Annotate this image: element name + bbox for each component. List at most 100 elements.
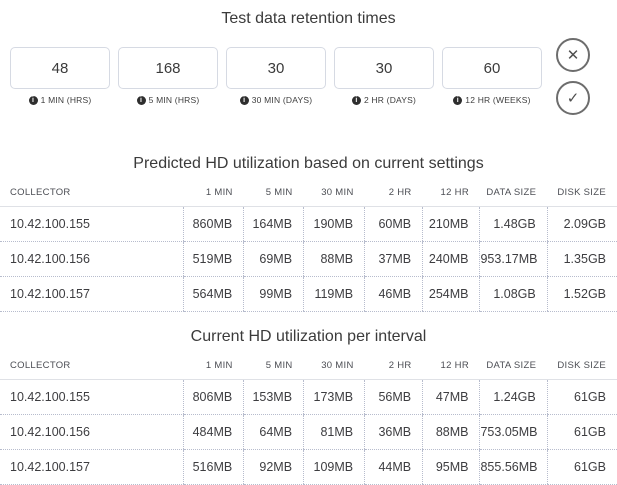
cell-collector: 10.42.100.156 <box>0 241 184 277</box>
cell-collector: 10.42.100.155 <box>0 379 184 415</box>
input-label-text: 12 HR (WEEKS) <box>465 95 531 105</box>
input-label: i 12 HR (WEEKS) <box>442 95 542 105</box>
retention-input[interactable] <box>118 47 218 89</box>
table-row: 10.42.100.157 564MB 99MB 119MB 46MB 254MB 1.08… <box>0 276 617 312</box>
cell-value: 95MB <box>422 449 480 485</box>
column-header: DISK SIZE <box>547 352 617 380</box>
cell-value: 164MB <box>243 206 304 242</box>
cell-value: 60MB <box>364 206 423 242</box>
retention-input-group: i30 MIN (DAYS) <box>226 47 326 105</box>
table-row: 10.42.100.155 860MB 164MB 190MB 60MB 210MB 1.4… <box>0 206 617 242</box>
cell-value: 56MB <box>364 379 423 415</box>
column-header: 2 HR <box>364 352 423 380</box>
cell-value: 47MB <box>422 379 480 415</box>
column-header: COLLECTOR <box>0 352 184 380</box>
cell-value: 2.09GB <box>546 206 617 242</box>
retention-input-group: i2 HR (DAYS) <box>334 47 434 105</box>
column-header: 30 MIN <box>303 352 365 380</box>
table-row: 10.42.100.155 806MB 153MB 173MB 56MB 47MB 1.24… <box>0 379 617 415</box>
check-icon: ✓ <box>566 89 580 107</box>
cell-value: 88MB <box>422 414 480 450</box>
cell-value: 953.17MB <box>479 241 548 277</box>
cell-value: 44MB <box>364 449 423 485</box>
cell-value: 1.52GB <box>546 276 617 312</box>
cell-value: 173MB <box>303 379 365 415</box>
cell-value: 46MB <box>364 276 423 312</box>
input-label-text: 2 HR (DAYS) <box>363 95 417 105</box>
retention-input[interactable] <box>442 47 542 89</box>
cell-value: 1.08GB <box>479 276 548 312</box>
cell-value: 564MB <box>183 276 244 312</box>
cell-value: 69MB <box>243 241 304 277</box>
cell-value: 88MB <box>303 241 365 277</box>
column-header: 1 MIN <box>183 352 244 380</box>
table-row: 10.42.100.156 519MB 69MB 88MB 37MB 240MB 953.1… <box>0 241 617 277</box>
info-icon: i <box>239 95 249 105</box>
column-header: 5 MIN <box>243 179 304 207</box>
table-title: Predicted HD utilization based on curren… <box>133 155 484 172</box>
cell-value: 37MB <box>364 241 423 277</box>
cell-value: 1.35GB <box>546 241 617 277</box>
column-header: 30 MIN <box>303 179 365 207</box>
retention-input[interactable] <box>226 47 326 89</box>
info-icon: i <box>28 95 38 105</box>
cell-value: 119MB <box>303 276 365 312</box>
cell-value: 61GB <box>546 414 617 450</box>
cell-collector: 10.42.100.156 <box>0 414 184 450</box>
predicted-utilization-table: COLLECTOR 1 MIN 5 MIN 30 MIN 2 HR 12 HR DATA S… <box>0 179 617 312</box>
retention-inputs-row: i1 MIN (HRS)i5 MIN (HRS)i30 MIN (DAYS)i2… <box>10 38 611 115</box>
table-header: COLLECTOR 1 MIN 5 MIN 30 MIN 2 HR 12 HR DATA S… <box>0 179 617 207</box>
action-buttons: ✕ ✓ <box>556 38 590 115</box>
input-label: i 30 MIN (DAYS) <box>226 95 326 105</box>
cell-value: 153MB <box>243 379 304 415</box>
page-title: Test data retention times <box>221 10 396 27</box>
column-header: 1 MIN <box>183 179 244 207</box>
column-header: 2 HR <box>364 179 423 207</box>
column-header: 12 HR <box>422 352 480 380</box>
current-utilization-section: Current HD utilization per interval COLL… <box>0 328 617 485</box>
column-header: 5 MIN <box>243 352 304 380</box>
cell-value: 516MB <box>183 449 244 485</box>
cancel-icon: ✕ <box>566 46 580 64</box>
input-label-text: 5 MIN (HRS) <box>148 95 200 105</box>
cell-value: 109MB <box>303 449 365 485</box>
info-icon: i <box>351 95 361 105</box>
cell-value: 240MB <box>422 241 480 277</box>
cell-value: 99MB <box>243 276 304 312</box>
cancel-button[interactable]: ✕ <box>556 38 590 72</box>
cell-collector: 10.42.100.157 <box>0 276 184 312</box>
confirm-button[interactable]: ✓ <box>556 81 590 115</box>
cell-value: 64MB <box>243 414 304 450</box>
cell-value: 860MB <box>183 206 244 242</box>
table-row: 10.42.100.156 484MB 64MB 81MB 36MB 88MB 753.05… <box>0 414 617 450</box>
cell-value: 36MB <box>364 414 423 450</box>
cell-value: 61GB <box>546 449 617 485</box>
cell-value: 254MB <box>422 276 480 312</box>
cell-value: 81MB <box>303 414 365 450</box>
table-header: COLLECTOR 1 MIN 5 MIN 30 MIN 2 HR 12 HR DATA S… <box>0 352 617 380</box>
cell-collector: 10.42.100.155 <box>0 206 184 242</box>
cell-value: 190MB <box>303 206 365 242</box>
cell-value: 806MB <box>183 379 244 415</box>
info-icon: i <box>453 95 463 105</box>
cell-value: 92MB <box>243 449 304 485</box>
column-header: DATA SIZE <box>479 179 548 207</box>
predicted-utilization-section: Predicted HD utilization based on curren… <box>0 155 617 312</box>
cell-value: 753.05MB <box>479 414 548 450</box>
retention-input-group: i1 MIN (HRS) <box>10 47 110 105</box>
cell-value: 484MB <box>183 414 244 450</box>
column-header: DATA SIZE <box>479 352 548 380</box>
cell-value: 1.24GB <box>479 379 548 415</box>
table-title: Current HD utilization per interval <box>190 328 427 345</box>
cell-value: 855.56MB <box>479 449 548 485</box>
retention-input[interactable] <box>334 47 434 89</box>
retention-input[interactable] <box>10 47 110 89</box>
cell-value: 1.48GB <box>479 206 548 242</box>
cell-value: 210MB <box>422 206 480 242</box>
column-header: COLLECTOR <box>0 179 184 207</box>
column-header: DISK SIZE <box>547 179 617 207</box>
